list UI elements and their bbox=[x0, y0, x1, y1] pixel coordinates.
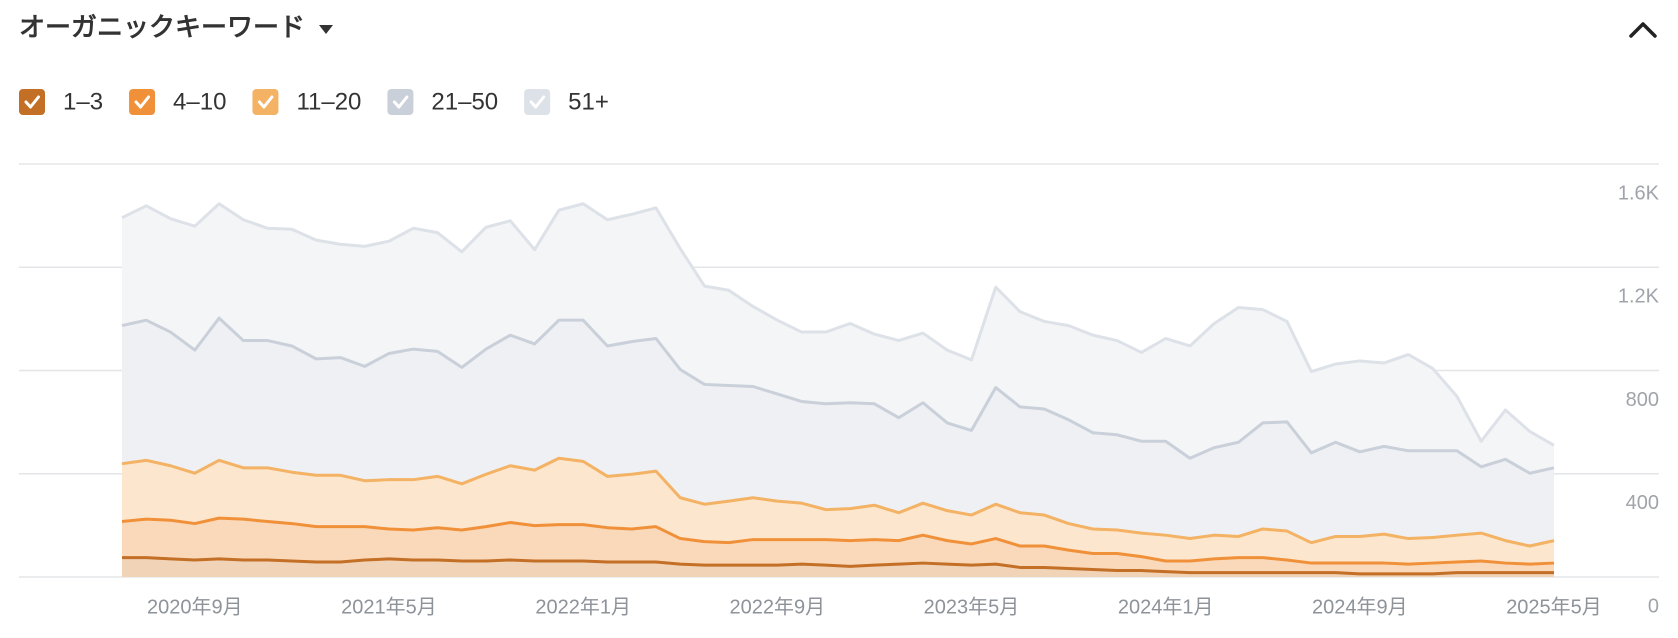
y-tick-label: 1.6K bbox=[1618, 182, 1660, 204]
legend-checkbox[interactable] bbox=[524, 89, 551, 115]
x-tick-label: 2024年1月 bbox=[1118, 595, 1214, 618]
legend-label: 11–20 bbox=[296, 88, 361, 115]
x-tick-label: 2020年9月 bbox=[147, 595, 243, 618]
checkmark bbox=[24, 95, 40, 109]
legend-checkbox[interactable] bbox=[387, 89, 414, 115]
line bbox=[121, 316, 1555, 475]
collapse-button[interactable] bbox=[1629, 22, 1657, 38]
legend-label: 1–3 bbox=[63, 88, 103, 115]
checkmark bbox=[134, 95, 151, 109]
chart-title: オーガニックキーワード bbox=[19, 12, 305, 42]
area bbox=[122, 458, 1554, 565]
line bbox=[121, 202, 1555, 447]
x-tick-label: 2023年5月 bbox=[924, 595, 1020, 618]
checkmark bbox=[392, 95, 409, 109]
line bbox=[122, 556, 1554, 576]
legend-label: 51+ bbox=[568, 88, 609, 115]
legend-item[interactable]: 4–10 bbox=[129, 88, 226, 115]
x-tick-label: 2022年1月 bbox=[535, 595, 631, 618]
x-tick-label: 2024年9月 bbox=[1312, 595, 1408, 618]
x-tick-label: 2022年9月 bbox=[730, 595, 826, 618]
x-tick-label: 2025年5月 bbox=[1506, 595, 1602, 618]
legend-item[interactable]: 1–3 bbox=[19, 88, 103, 115]
y-tick-label: 800 bbox=[1626, 389, 1659, 411]
legend-label: 21–50 bbox=[431, 88, 498, 115]
legend-item[interactable]: 21–50 bbox=[387, 88, 498, 115]
legend: 1–3 4–10 11–20 21–50 51+ bbox=[19, 88, 609, 115]
legend-item[interactable]: 51+ bbox=[524, 88, 609, 115]
area bbox=[122, 203, 1554, 474]
checkmark bbox=[529, 95, 546, 109]
line bbox=[121, 456, 1555, 548]
dropdown-arrow[interactable] bbox=[319, 25, 334, 34]
legend-checkbox[interactable] bbox=[129, 89, 156, 115]
legend-label: 4–10 bbox=[173, 88, 226, 115]
area bbox=[122, 318, 1554, 547]
legend-checkbox[interactable] bbox=[252, 89, 279, 115]
y-tick-label: 1.2K bbox=[1618, 286, 1660, 308]
plot bbox=[121, 202, 1555, 577]
y-tick-label: 400 bbox=[1626, 492, 1659, 514]
legend-checkbox[interactable] bbox=[19, 89, 45, 115]
legend-item[interactable]: 11–20 bbox=[252, 88, 361, 115]
x-tick-label: 2021年5月 bbox=[341, 595, 437, 618]
line bbox=[121, 516, 1555, 566]
checkmark bbox=[257, 95, 274, 109]
y-tick-label: 0 bbox=[1648, 595, 1659, 617]
